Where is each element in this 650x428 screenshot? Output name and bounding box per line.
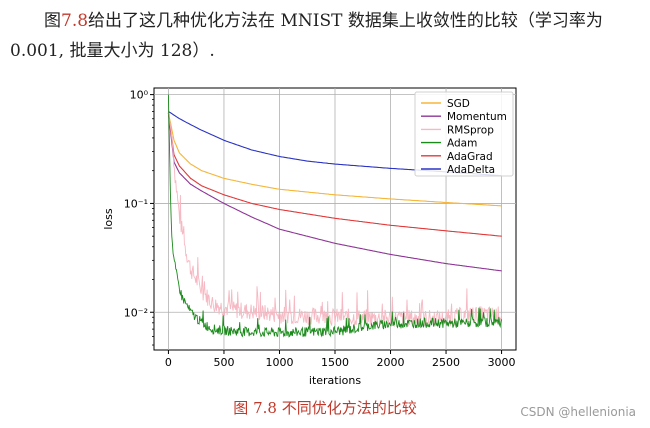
x-tick-label: 3000 [488, 356, 516, 369]
series-line-rmsprop [167, 112, 503, 327]
para-prefix: 图 [44, 11, 61, 31]
series-line-sgd [167, 112, 502, 207]
series-line-adam [167, 94, 503, 338]
legend-label: AdaDelta [447, 164, 495, 176]
legend-box [414, 91, 514, 177]
legend-label: AdaGrad [447, 151, 493, 163]
y-axis-label: loss [102, 208, 115, 230]
axes: 0 500 1000 1500 2000 2500 3000 10⁰ 10⁻¹ 10⁻² [124, 89, 516, 369]
x-tick-label: 2000 [377, 356, 405, 369]
x-axis-label: iterations [309, 374, 361, 387]
x-tick-label: 0 [165, 356, 172, 369]
intro-paragraph: 图7.8给出了这几种优化方法在 MNIST 数据集上收敛性的比较（学习率为 0.… [10, 6, 640, 66]
series-line-adagrad [167, 112, 502, 237]
grid-lines [154, 88, 516, 350]
y-tick-label: 10⁰ [130, 89, 149, 102]
x-tick-label: 1500 [321, 356, 349, 369]
figure-reference-link[interactable]: 7.8 [61, 11, 89, 31]
para-line1: 给出了这几种优化方法在 MNIST 数据集上收敛性的比较（学习率为 [88, 11, 603, 31]
loss-chart: 0 500 1000 1500 2000 2500 3000 10⁰ 10⁻¹ 10⁻² SGDM… [102, 87, 517, 387]
para-line2: 0.001, 批量大小为 128）. [10, 41, 215, 61]
y-tick-label: 10⁻² [124, 306, 148, 319]
x-tick-label: 2500 [432, 356, 460, 369]
legend-label: SGD [447, 98, 470, 110]
watermark: CSDN @hellenionia [520, 405, 636, 419]
legend-label: Adam [447, 138, 477, 150]
x-tick-label: 500 [213, 356, 234, 369]
x-tick-label: 1000 [265, 356, 293, 369]
series-line-momentum [167, 112, 502, 272]
figure-caption: 图 7.8 不同优化方法的比较 [233, 399, 417, 417]
legend-label: Momentum [447, 111, 507, 123]
y-tick-label: 10⁻¹ [124, 197, 148, 210]
legend-label: RMSprop [447, 124, 494, 136]
